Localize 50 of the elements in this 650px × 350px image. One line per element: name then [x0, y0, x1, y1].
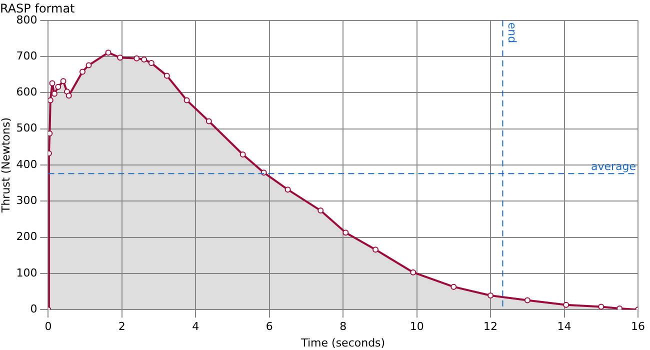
point	[450, 284, 457, 290]
point	[524, 297, 530, 304]
y-tick-label: 300	[16, 194, 38, 208]
point	[79, 68, 86, 75]
y-tick-label: 500	[16, 122, 38, 135]
point	[117, 54, 124, 61]
point	[240, 152, 246, 158]
point	[48, 130, 53, 137]
x-tick-label: 8	[340, 320, 347, 334]
y-tick-label: 400	[16, 158, 38, 171]
point	[342, 230, 349, 236]
chart-title: RASP format	[0, 1, 76, 16]
ref-line-label: average	[590, 160, 636, 174]
point	[372, 246, 379, 253]
x-tick-label: 2	[118, 320, 126, 334]
x-tick-label: 16	[631, 320, 645, 334]
point	[141, 56, 148, 62]
point	[60, 78, 66, 84]
y-axis-title: Thrust (Newtons)	[0, 117, 12, 214]
point	[184, 97, 190, 104]
point	[598, 304, 604, 310]
x-tick-label: 12	[484, 320, 498, 334]
point	[66, 92, 72, 99]
y-tick-label: 800	[16, 13, 38, 26]
x-axis-title: Time (seconds)	[300, 336, 386, 350]
x-tick-label: 0	[44, 320, 52, 334]
y-tick-label: 700	[16, 49, 38, 62]
x-tick-label: 14	[557, 320, 572, 334]
point	[55, 84, 62, 90]
y-tick-label: 100	[16, 266, 38, 280]
point	[105, 50, 112, 56]
point	[164, 72, 170, 79]
y-tick-label: 200	[16, 230, 38, 244]
point	[148, 60, 154, 66]
x-tick-label: 4	[192, 320, 200, 334]
ref-line-label: end	[505, 22, 518, 44]
point	[49, 80, 56, 86]
y-tick-label: 600	[16, 86, 38, 99]
point	[488, 292, 494, 298]
point	[48, 97, 54, 104]
point	[284, 186, 291, 193]
point	[86, 62, 92, 68]
point	[134, 55, 140, 62]
y-tick-label: 0	[30, 302, 38, 316]
point	[563, 302, 570, 308]
x-tick-label: 10	[410, 320, 424, 334]
point	[206, 118, 212, 124]
x-tick-label: 6	[266, 320, 273, 334]
point	[318, 208, 324, 214]
point	[410, 269, 416, 276]
